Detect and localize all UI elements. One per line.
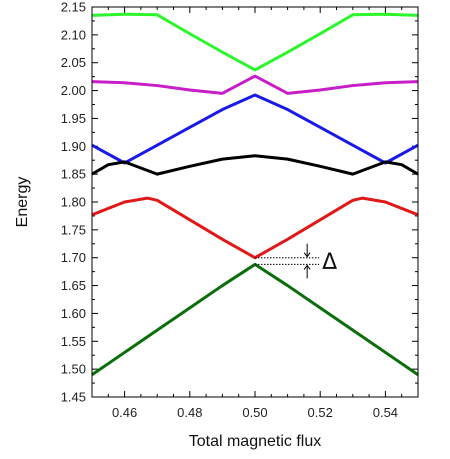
y-tick-label: 2.00	[61, 83, 86, 98]
y-axis-title: Energy	[14, 177, 31, 228]
x-tick-label: 0.50	[242, 405, 267, 420]
series-line-5	[91, 196, 419, 260]
y-tick-label: 1.90	[61, 139, 86, 154]
plot-area-frame	[91, 6, 419, 398]
delta-annotation-label: Δ	[322, 250, 337, 275]
y-tick-label: 1.85	[61, 167, 86, 182]
y-tick-label: 1.95	[61, 111, 86, 126]
y-tick-label: 1.45	[61, 390, 86, 405]
y-tick-label: 1.80	[61, 195, 86, 210]
y-tick-label: 1.70	[61, 250, 86, 265]
x-tick-label: 0.54	[373, 405, 398, 420]
series-line-1	[91, 12, 419, 72]
y-tick-label: 1.75	[61, 222, 86, 237]
series-line-6	[91, 262, 419, 376]
x-tick-label: 0.46	[112, 405, 137, 420]
series-line-4	[91, 154, 419, 176]
y-tick-label: 1.65	[61, 278, 86, 293]
y-tick-label: 2.05	[61, 55, 86, 70]
y-tick-label: 2.15	[61, 0, 86, 15]
delta-arrowhead-lower	[303, 264, 311, 270]
y-tick-label: 1.50	[61, 362, 86, 377]
series-line-3	[91, 93, 419, 165]
x-axis-title: Total magnetic flux	[189, 433, 322, 450]
x-tick-label: 0.48	[177, 405, 202, 420]
x-tick-label: 0.52	[308, 405, 333, 420]
y-tick-label: 1.55	[61, 334, 86, 349]
y-tick-label: 1.60	[61, 306, 86, 321]
series-line-2	[91, 74, 419, 95]
y-tick-label: 2.10	[61, 27, 86, 42]
delta-arrowhead-upper	[303, 252, 311, 258]
